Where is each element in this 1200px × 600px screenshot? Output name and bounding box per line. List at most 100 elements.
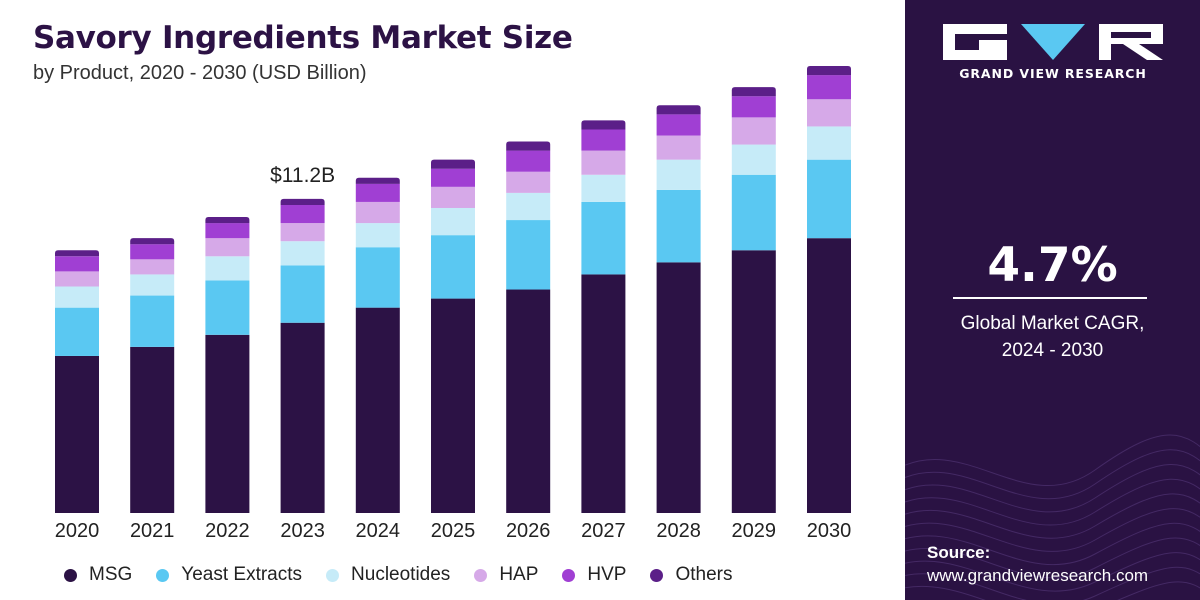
bar-segment-others-2028 [656,105,701,115]
x-tick-label: 2030 [807,520,852,542]
bar-segment-hvp-2028 [656,114,701,136]
chart-title: Savory Ingredients Market Size [33,20,573,56]
bar-segment-yeast-extracts-2022 [205,280,250,335]
legend-label: HAP [499,564,539,585]
bar-segment-msg-2026 [506,289,551,513]
bar-2022 [205,217,250,513]
bar-segment-yeast-extracts-2027 [581,201,626,275]
brand-logo: GRAND VIEW RESEARCH [943,24,1163,81]
bar-segment-msg-2029 [731,250,776,513]
bar-segment-hap-2023 [280,223,325,242]
bar-segment-yeast-extracts-2030 [807,159,851,239]
x-tick-label: 2027 [581,520,626,542]
bar-segment-hvp-2023 [280,204,325,224]
bar-2030 [807,66,851,513]
bar-2025 [431,159,475,513]
bar-2029 [731,87,776,513]
legend-swatch [562,568,576,582]
bar-segment-others-2030 [807,66,851,76]
bar-segment-yeast-extracts-2023 [280,265,325,323]
bar-2024 [355,177,400,513]
bar-segment-msg-2030 [807,238,851,513]
legend-label: MSG [89,564,133,585]
x-tick-label: 2024 [356,520,401,542]
source-note: Source: www.grandviewresearch.com [927,543,1148,586]
bar-segment-hap-2027 [581,150,626,175]
cagr-label-line1: Global Market CAGR, [960,313,1145,334]
bar-2026 [506,141,551,513]
wave-pattern [905,434,1200,600]
legend-item-hap: HAP [474,564,538,586]
legend-item-others: Others [650,564,733,586]
legend-swatch [326,568,340,582]
cagr-label-line2: 2024 - 2030 [1001,340,1104,361]
bar-segment-hap-2024 [355,201,400,224]
bar-segment-hvp-2024 [355,183,400,202]
legend-swatch [64,568,77,582]
x-tick-label: 2029 [732,520,777,542]
bar-segment-msg-2020 [55,355,99,513]
x-tick-label: 2025 [431,520,476,542]
bar-segment-hvp-2030 [807,75,851,100]
bar-segment-hap-2020 [55,271,99,287]
bar-segment-hvp-2025 [431,168,475,187]
bar-segment-msg-2022 [205,334,250,513]
bar-2020 [55,250,99,513]
legend-swatch [156,568,170,582]
brand-name: GRAND VIEW RESEARCH [959,66,1147,81]
legend-item-msg: MSG [64,564,132,586]
bar-segment-yeast-extracts-2021 [130,295,175,347]
bar-segment-nucleotides-2025 [431,207,475,236]
chart-legend: MSG Yeast Extracts Nucleotides HAP HVP Others [64,562,757,588]
x-tick-label: 2028 [656,520,701,542]
source-title: Source: [927,543,991,562]
legend-swatch [474,568,488,582]
bar-segment-hap-2029 [731,117,776,145]
legend-label: Others [675,564,733,585]
bar-segment-yeast-extracts-2025 [431,235,475,299]
bar-segment-yeast-extracts-2024 [355,247,400,308]
source-link[interactable]: www.grandviewresearch.com [927,566,1149,585]
bar-segment-hvp-2021 [130,244,175,260]
x-tick-label: 2023 [280,520,325,542]
bar-segment-yeast-extracts-2020 [55,307,99,356]
bar-segment-yeast-extracts-2026 [506,220,551,290]
bar-segment-others-2022 [205,217,250,224]
bar-segment-others-2025 [431,159,475,169]
bar-segment-hap-2026 [506,171,551,193]
bar-segment-yeast-extracts-2029 [731,174,776,251]
bar-segment-nucleotides-2021 [130,274,175,296]
bar-segment-hap-2022 [205,238,250,257]
bar-segment-others-2023 [280,198,325,205]
bar-2027 [581,120,626,513]
bar-segment-msg-2027 [581,274,626,513]
bar-segment-hvp-2027 [581,129,626,151]
bar-segment-nucleotides-2028 [656,159,701,190]
bar-2021 [130,238,175,513]
bar-segment-msg-2025 [431,298,475,513]
bar-segment-others-2027 [581,120,626,130]
chart-subtitle: by Product, 2020 - 2030 (USD Billion) [33,62,367,84]
x-tick-label: 2020 [55,520,100,542]
info-panel: GRAND VIEW RESEARCH 4.7% Global Market C… [905,0,1200,600]
bar-segment-nucleotides-2023 [280,241,325,266]
gvr-logo-icon [943,24,1163,60]
divider [953,297,1147,299]
bar-segment-hap-2028 [656,135,701,160]
bar-segment-nucleotides-2026 [506,192,551,221]
bar-2023 [280,198,325,513]
bar-segment-hvp-2022 [205,223,250,239]
chart-panel: Savory Ingredients Market Size by Produc… [33,20,852,588]
bar-segment-nucleotides-2030 [807,126,851,160]
bar-segment-nucleotides-2027 [581,174,626,202]
legend-item-hvp: HVP [562,564,626,586]
bar-segment-msg-2028 [656,262,701,513]
bar-segment-hap-2021 [130,259,175,275]
bar-segment-nucleotides-2022 [205,256,250,281]
bar-segment-others-2021 [130,238,175,245]
bar-2028 [656,105,701,513]
bar-segment-msg-2021 [130,346,175,513]
cagr-value: 4.7% [987,238,1118,293]
bar-segment-others-2020 [55,250,99,257]
bar-segment-yeast-extracts-2028 [656,189,701,263]
